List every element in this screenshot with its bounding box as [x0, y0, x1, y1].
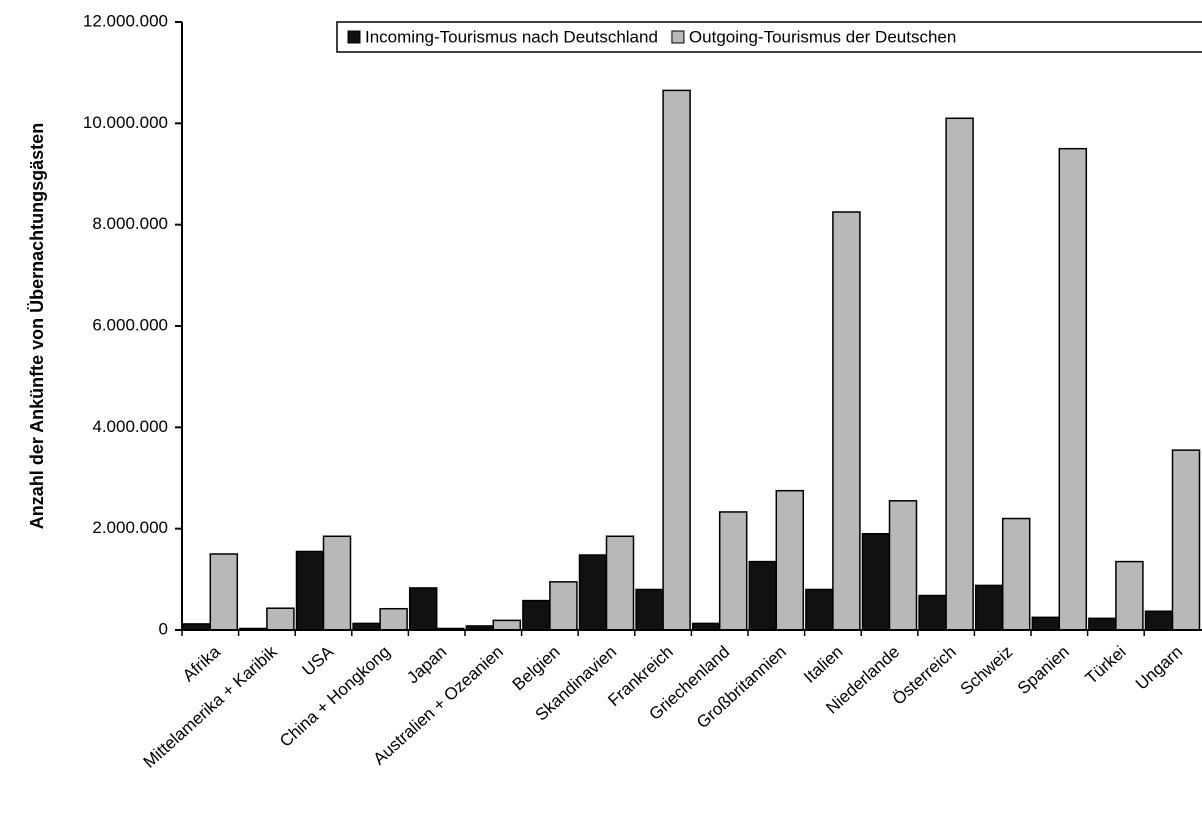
- bar: [888, 500, 918, 631]
- legend-label: Outgoing-Tourismus der Deutschen: [689, 27, 956, 46]
- legend-swatch: [671, 30, 685, 44]
- x-tick-label: Japan: [403, 642, 450, 687]
- bar: [974, 584, 1004, 631]
- x-tick-label: Afrika: [179, 642, 224, 686]
- y-tick-label: 8.000.000: [92, 214, 168, 233]
- legend: Incoming-Tourismus nach Deutschland Outgo…: [336, 21, 1202, 53]
- bar: [718, 511, 748, 631]
- bar: [1001, 517, 1031, 631]
- bar: [918, 594, 947, 631]
- bar: [605, 535, 635, 631]
- bar: [1031, 616, 1061, 631]
- legend-label: Incoming-Tourismus nach Deutschland: [365, 27, 658, 46]
- y-tick-label: 10.000.000: [83, 113, 168, 132]
- bar: [635, 588, 664, 631]
- bar: [209, 553, 239, 631]
- bar: [322, 535, 352, 631]
- bar: [945, 117, 974, 631]
- bar: [775, 489, 805, 631]
- y-tick-label: 4.000.000: [92, 417, 168, 436]
- bar: [295, 550, 325, 631]
- bar: [549, 581, 578, 631]
- bar: [379, 607, 408, 631]
- bar: [1171, 449, 1201, 631]
- x-tick-label: China + Hongkong: [276, 642, 394, 751]
- y-tick-label: 6.000.000: [92, 315, 168, 334]
- bar: [1115, 560, 1144, 631]
- x-tick-label: Italien: [800, 642, 846, 686]
- bar: [578, 554, 608, 631]
- x-tick-label: Spanien: [1014, 642, 1073, 698]
- bar: [492, 619, 522, 631]
- bar: [266, 607, 295, 631]
- bar: [1088, 617, 1117, 631]
- bar: [408, 587, 438, 631]
- bar: [1144, 610, 1174, 631]
- x-tick-label: USA: [298, 642, 337, 680]
- bar: [805, 588, 834, 631]
- bar: [861, 532, 891, 631]
- legend-swatch: [347, 30, 361, 44]
- x-tick-label: Belgien: [509, 642, 564, 694]
- bar: [522, 599, 551, 631]
- bar: [1058, 147, 1088, 631]
- x-tick-label: Türkei: [1082, 642, 1130, 688]
- bar: [662, 89, 691, 631]
- x-tick-label: Ungarn: [1132, 642, 1186, 693]
- bar: [832, 211, 861, 631]
- y-tick-label: 2.000.000: [92, 518, 168, 537]
- bar: [748, 560, 778, 631]
- y-axis-label: Anzahl der Ankünfte von Übernachtungsgäs…: [27, 123, 47, 529]
- y-tick-label: 0: [159, 619, 168, 638]
- y-tick-label: 12.000.000: [83, 11, 168, 30]
- legend-box: [336, 21, 1202, 53]
- x-tick-label: Schweiz: [957, 642, 1017, 698]
